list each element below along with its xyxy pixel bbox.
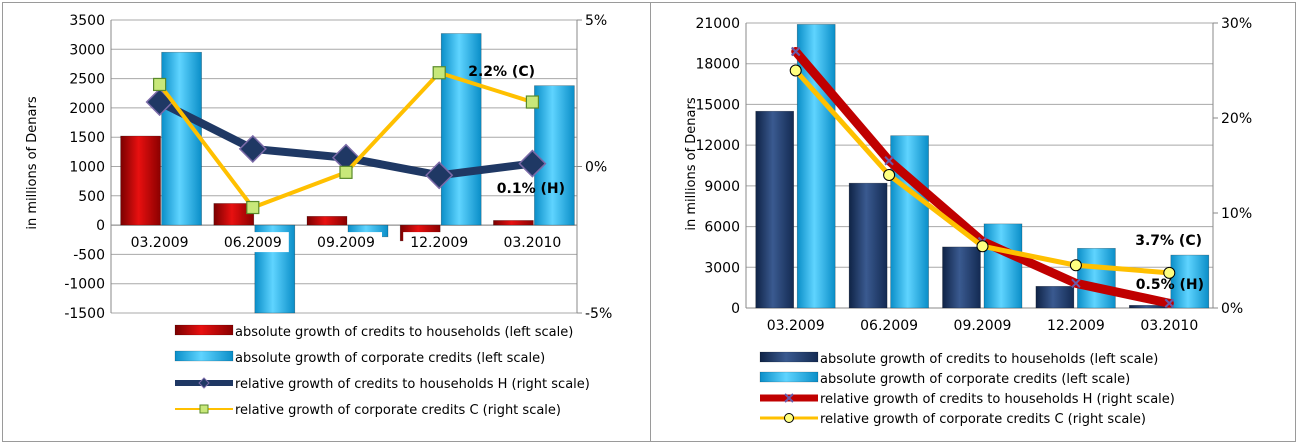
legend-label: absolute growth of credits to households… bbox=[820, 352, 1158, 367]
marker-corporate bbox=[1163, 266, 1176, 279]
x-tick-label: 03.2010 bbox=[503, 235, 561, 251]
bar-households bbox=[755, 110, 795, 309]
annotation-label: 0.5% (H) bbox=[1136, 277, 1204, 293]
x-tick-label-bg bbox=[123, 232, 196, 253]
x-tick-label: 03.2009 bbox=[131, 235, 189, 251]
y-tick-label: 9000 bbox=[704, 179, 740, 195]
legend-marker bbox=[199, 404, 209, 414]
x-tick-label: 09.2009 bbox=[954, 318, 1012, 334]
bar-households bbox=[306, 216, 348, 226]
y2-tick-label: -5% bbox=[585, 306, 612, 322]
y-axis-title: in millions of Denars bbox=[684, 97, 699, 230]
x-tick-label: 03.2009 bbox=[767, 318, 825, 334]
legend-label: absolute growth of corporate credits (le… bbox=[820, 372, 1130, 387]
y-tick-label: 0 bbox=[96, 218, 105, 234]
marker-corporate bbox=[153, 77, 167, 92]
y-tick-label: 3000 bbox=[704, 260, 740, 276]
x-tick-label: 12.2009 bbox=[410, 235, 468, 251]
legend-swatch bbox=[174, 324, 234, 336]
y-tick-label: 12000 bbox=[695, 138, 740, 154]
x-tick-label: 06.2009 bbox=[224, 235, 282, 251]
y-tick-label: 3000 bbox=[69, 42, 105, 58]
marker-corporate bbox=[432, 66, 446, 80]
y-tick-label: 6000 bbox=[704, 220, 740, 236]
legend-label: relative growth of credits to households… bbox=[235, 377, 590, 392]
legend-label: relative growth of corporate credits C (… bbox=[820, 412, 1146, 427]
marker-households bbox=[1071, 278, 1081, 289]
legend-swatch bbox=[759, 351, 819, 363]
legend-marker bbox=[784, 393, 794, 403]
x-tick-label-bg bbox=[496, 232, 569, 253]
marker-corporate bbox=[246, 200, 260, 215]
y-tick-label: 15000 bbox=[695, 97, 740, 113]
y-tick-label: 21000 bbox=[695, 16, 740, 32]
bar-households bbox=[213, 203, 255, 226]
bar-households bbox=[942, 246, 981, 309]
y2-tick-label: 0% bbox=[585, 160, 607, 176]
marker-corporate bbox=[883, 169, 896, 181]
legend-label: relative growth of corporate credits C (… bbox=[235, 403, 561, 418]
y-tick-label: 2500 bbox=[69, 72, 105, 88]
annotation-label: 2.2% (C) bbox=[468, 64, 535, 80]
y2-tick-label: 30% bbox=[1221, 16, 1252, 32]
bar-corporate bbox=[983, 223, 1023, 309]
bar-corporate bbox=[534, 85, 575, 226]
y-tick-label: 0 bbox=[731, 301, 740, 317]
y-tick-label: -500 bbox=[73, 247, 105, 263]
x-tick-label-bg bbox=[403, 232, 476, 253]
y-tick-label: 18000 bbox=[695, 57, 740, 73]
legend-label: absolute growth of corporate credits (le… bbox=[235, 351, 545, 366]
legend-marker bbox=[198, 377, 210, 389]
bar-corporate bbox=[1077, 247, 1116, 309]
x-tick-label: 06.2009 bbox=[860, 318, 918, 334]
bar-households bbox=[493, 220, 534, 226]
x-tick-label: 12.2009 bbox=[1047, 318, 1105, 334]
x-tick-label: 09.2009 bbox=[317, 235, 375, 251]
bar-corporate bbox=[1170, 254, 1210, 309]
panel-divider bbox=[650, 2, 651, 442]
annotation-label: 3.7% (C) bbox=[1135, 233, 1202, 249]
annotation-label: 0.1% (H) bbox=[497, 181, 565, 197]
legend-marker bbox=[784, 413, 794, 423]
marker-corporate bbox=[976, 240, 989, 253]
marker-corporate bbox=[525, 95, 540, 109]
marker-households bbox=[425, 161, 454, 190]
y-tick-label: 500 bbox=[78, 189, 105, 205]
bar-households bbox=[120, 135, 161, 226]
y-tick-label: 3500 bbox=[69, 13, 105, 29]
bar-households bbox=[1035, 285, 1075, 309]
legend-label: absolute growth of credits to households… bbox=[235, 325, 573, 340]
marker-households bbox=[790, 46, 801, 57]
x-tick-label-bg bbox=[310, 232, 382, 253]
legend-label: relative growth of credits to households… bbox=[820, 392, 1175, 407]
x-tick-label: 03.2010 bbox=[1140, 318, 1198, 334]
legend-swatch bbox=[759, 371, 819, 383]
bar-corporate bbox=[796, 24, 836, 309]
marker-corporate bbox=[789, 64, 802, 77]
y2-tick-label: 0% bbox=[1221, 301, 1243, 317]
y-tick-label: 2000 bbox=[69, 101, 105, 117]
bar-households bbox=[848, 182, 888, 309]
marker-households bbox=[238, 134, 267, 163]
y-axis-title: in millions of Denars bbox=[25, 96, 40, 229]
legend-swatch bbox=[174, 350, 234, 362]
y2-tick-label: 20% bbox=[1221, 111, 1252, 127]
y-tick-label: -1000 bbox=[64, 277, 105, 293]
bar-corporate bbox=[161, 51, 202, 226]
y-tick-label: -1500 bbox=[64, 306, 105, 322]
x-tick-label-bg bbox=[216, 232, 289, 253]
y2-tick-label: 5% bbox=[585, 13, 607, 29]
bar-corporate bbox=[440, 33, 482, 226]
y-tick-label: 1500 bbox=[69, 130, 105, 146]
bar-corporate bbox=[890, 135, 929, 309]
y-tick-label: 1000 bbox=[69, 160, 105, 176]
marker-households bbox=[1164, 298, 1175, 308]
marker-corporate bbox=[1069, 259, 1082, 272]
marker-households bbox=[884, 156, 894, 166]
marker-households bbox=[518, 149, 547, 178]
y2-tick-label: 10% bbox=[1221, 206, 1252, 222]
marker-corporate bbox=[339, 165, 353, 179]
